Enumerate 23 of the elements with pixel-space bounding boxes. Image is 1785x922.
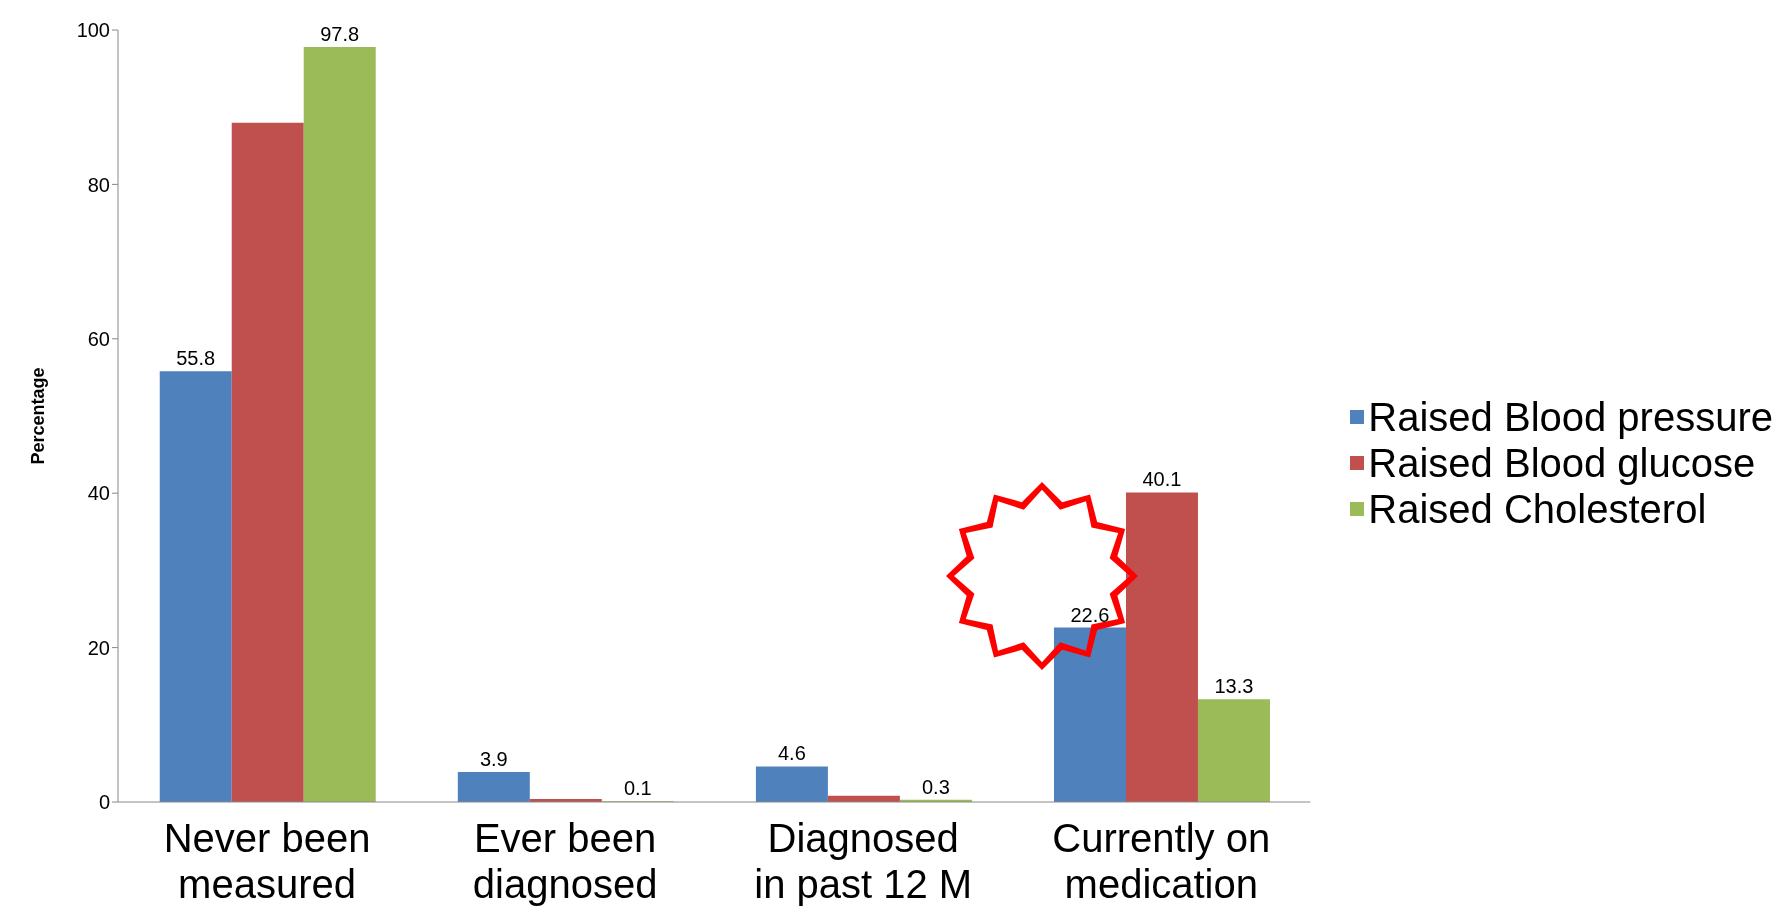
x-tick-label: Never been measured (163, 816, 371, 906)
data-label: 55.8 (176, 347, 216, 370)
data-label: 3.9 (479, 747, 508, 770)
x-tick-label: Currently on medication (1052, 816, 1271, 906)
data-label: 4.6 (777, 742, 806, 765)
legend-label: Raised Blood glucose (1368, 440, 1756, 486)
x-tick-label: Ever been diagnosed (472, 816, 658, 906)
y-tick-label: 0 (98, 791, 110, 814)
data-label: 40.1 (1142, 468, 1182, 491)
data-label: 13.3 (1214, 675, 1254, 698)
data-label: 22.6 (1070, 603, 1110, 626)
y-tick-label: 40 (87, 482, 110, 505)
y-tick-label: 100 (76, 19, 110, 42)
y-tick-label: 20 (87, 636, 110, 659)
data-label: 0.1 (623, 777, 652, 800)
legend-label: Raised Blood pressure (1368, 394, 1773, 440)
data-label: 97.8 (320, 22, 360, 45)
y-tick-label: 60 (87, 327, 110, 350)
y-tick-label: 80 (87, 173, 110, 196)
y-axis-title: Percentage (28, 367, 49, 465)
x-tick-label: Diagnosed in past 12 M (754, 816, 973, 906)
legend-label: Raised Cholesterol (1368, 486, 1707, 532)
data-label: 0.3 (921, 775, 950, 798)
